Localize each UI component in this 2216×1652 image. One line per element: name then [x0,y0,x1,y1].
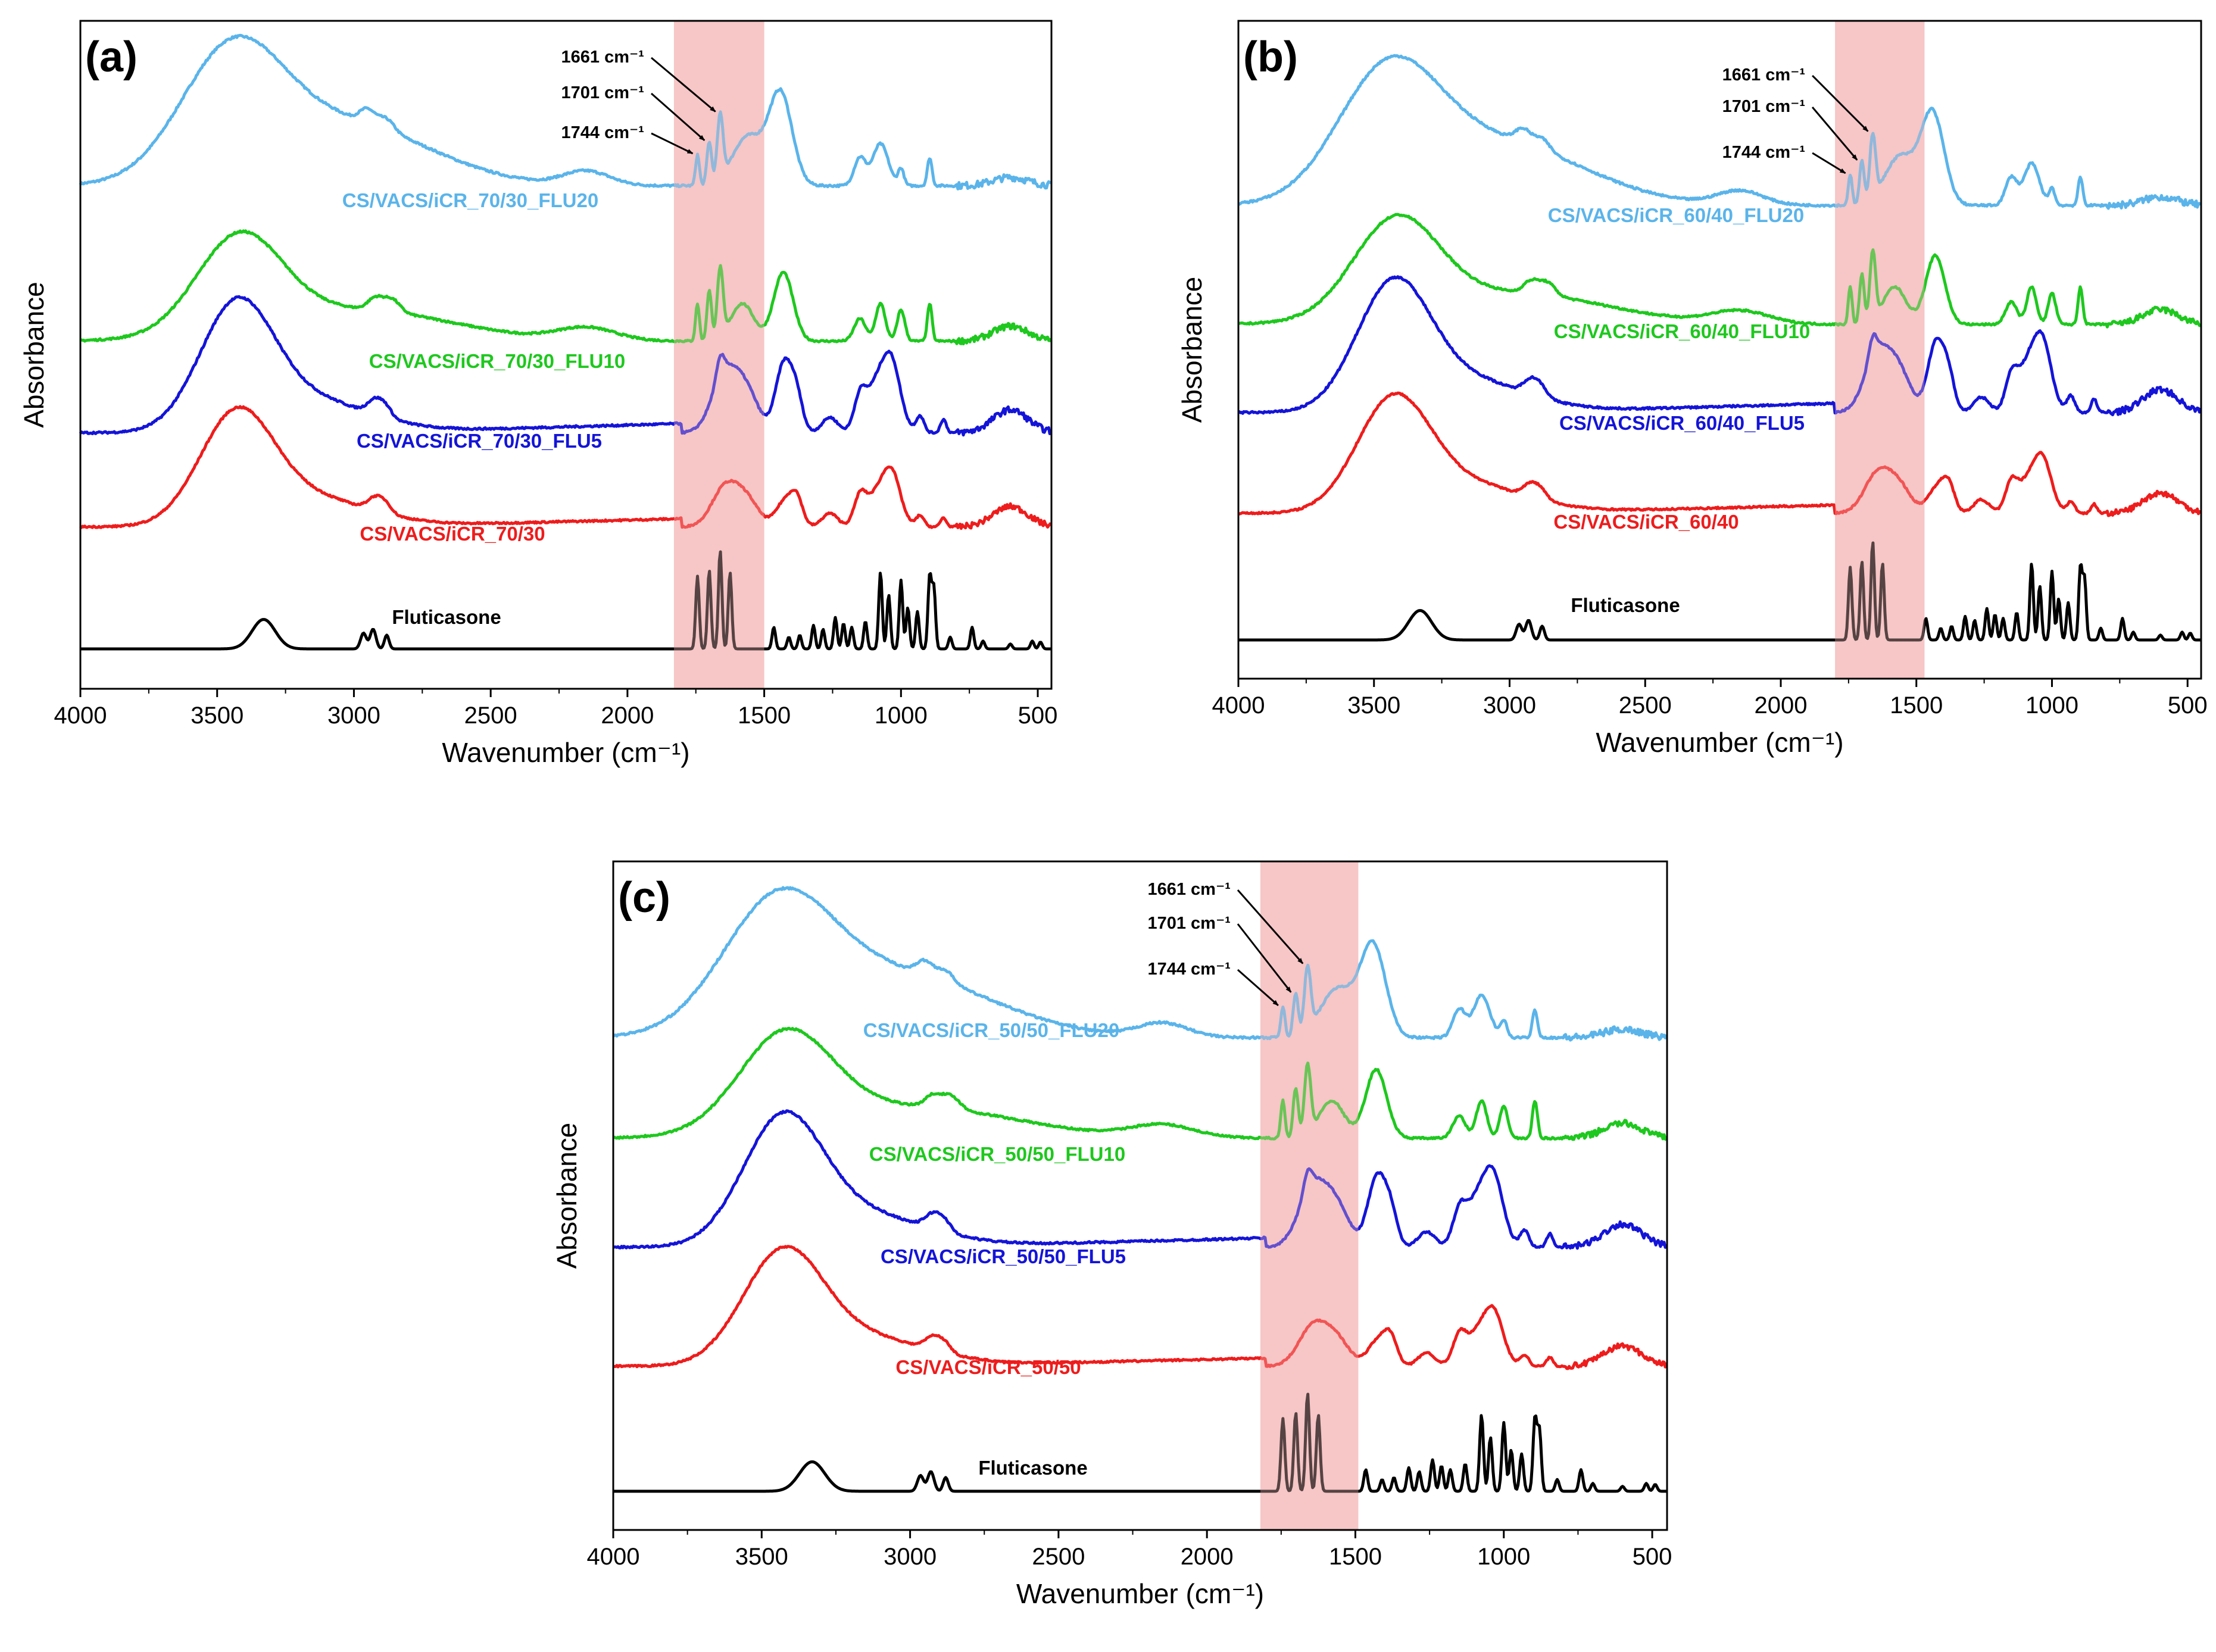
peak-annotation-arrow [1237,969,1279,1006]
series-line [1237,54,2202,210]
highlight-band-overlay [1260,861,1359,1530]
highlight-band-overlay [1835,21,1925,679]
panel-label: (a) [85,33,138,81]
x-tick-label: 2000 [1181,1544,1234,1570]
series-label: CS/VACS/iCR_50/50_FLU20 [863,1019,1119,1041]
peak-annotation-arrow [1812,152,1846,174]
series-label: CS/VACS/iCR_70/30 [360,523,545,545]
peak-annotation-arrow [1237,923,1292,993]
series-label: CS/VACS/iCR_60/40_FLU10 [1554,320,1810,342]
x-tick-label: 2000 [1754,692,1807,719]
x-tick-label: 1500 [1890,692,1943,719]
series-line [612,1026,1668,1141]
peak-annotation-arrow [1237,889,1304,964]
series-label: CS/VACS/iCR_60/40_FLU20 [1548,204,1804,226]
series-label: CS/VACS/iCR_70/30_FLU5 [357,430,602,452]
series-line [613,1109,1668,1250]
x-tick-label: 1000 [875,702,928,729]
series-label: CS/VACS/iCR_50/50_FLU10 [869,1143,1125,1165]
series-line [79,33,1052,191]
x-tick-label: 500 [2168,692,2208,719]
series-label: CS/VACS/iCR_70/30_FLU20 [342,189,598,211]
x-tick-label: 2500 [1619,692,1672,719]
x-tick-label: 2000 [601,702,654,729]
peak-annotation-label: 1661 cm⁻¹ [1722,65,1805,85]
x-axis-title: Wavenumber (cm⁻¹) [1596,727,1843,758]
series-line [1238,541,2201,642]
x-tick-label: 1000 [2025,692,2078,719]
chart-panel-c: 4000 3500 3000 2500 2000 1500 1000 500 Wavenumbe… [551,860,1672,1609]
series-label: CS/VACS/iCR_50/50 [895,1356,1081,1378]
peak-annotation-label: 1744 cm⁻¹ [561,123,644,142]
y-axis-title: Absorbance [551,1123,582,1269]
series-label: CS/VACS/iCR_50/50_FLU5 [881,1245,1126,1267]
peak-annotation-label: 1701 cm⁻¹ [1722,97,1805,116]
plot-frame [1237,20,2202,680]
series-line [79,405,1053,530]
x-tick-label: 1500 [1329,1544,1382,1570]
series-line [80,229,1053,346]
peak-annotation-arrow [651,132,694,155]
series-line [1237,391,2202,517]
series-line [1237,213,2201,329]
series-line [79,295,1053,437]
x-tick-label: 3000 [327,702,380,729]
series-label: CS/VACS/iCR_60/40 [1553,511,1739,533]
chart-panel-a: 4000 3500 3000 2500 2000 1500 1000 500 Wavenumbe… [18,20,1058,768]
series-line [612,886,1668,1042]
x-tick-label: 3500 [191,702,244,729]
series-label: Fluticasone [1571,594,1680,616]
x-tick-label: 1000 [1477,1544,1530,1570]
x-axis-title: Wavenumber (cm⁻¹) [1016,1578,1264,1609]
panel-label: (c) [618,874,670,922]
series-line [1238,275,2202,417]
series-label: CS/VACS/iCR_70/30_FLU10 [369,350,625,372]
series-label: Fluticasone [392,606,501,628]
plot-frame [79,20,1053,690]
peak-annotation-arrow [1812,74,1869,132]
chart-panel-b: 4000 3500 3000 2500 2000 1500 1000 500 Wavenumbe… [1176,20,2208,758]
y-axis-title: Absorbance [18,282,49,428]
plot-frame [612,860,1668,1531]
x-tick-label: 2500 [1032,1544,1085,1570]
peak-annotation-label: 1744 cm⁻¹ [1147,960,1230,979]
x-tick-label: 500 [1018,702,1058,729]
peak-annotation-label: 1744 cm⁻¹ [1722,143,1805,162]
panel-label: (b) [1243,33,1298,81]
x-tick-label: 4000 [1212,692,1265,719]
series-label: CS/VACS/iCR_60/40_FLU5 [1559,412,1805,434]
series-line [613,1392,1667,1493]
x-tick-label: 4000 [54,702,107,729]
peak-annotation-label: 1661 cm⁻¹ [1147,880,1230,899]
x-tick-label: 3500 [1347,692,1400,719]
peak-annotation-label: 1701 cm⁻¹ [1147,914,1230,933]
series-line [80,550,1051,651]
y-axis-title: Absorbance [1176,277,1207,423]
x-tick-label: 3000 [884,1544,937,1570]
x-tick-label: 1500 [738,702,791,729]
peak-annotation-arrow [651,57,716,113]
series-line [613,1245,1668,1370]
x-tick-label: 3500 [735,1544,788,1570]
peak-annotation-arrow [650,92,706,141]
x-tick-label: 4000 [587,1544,640,1570]
series-label: Fluticasone [978,1457,1087,1479]
x-tick-label: 500 [1633,1544,1672,1570]
peak-annotation-label: 1661 cm⁻¹ [561,48,644,67]
highlight-band-overlay [673,21,764,689]
x-axis-title: Wavenumber (cm⁻¹) [442,737,689,768]
peak-annotation-arrow [1811,107,1858,161]
peak-annotation-label: 1701 cm⁻¹ [561,83,644,102]
x-tick-label: 3000 [1483,692,1536,719]
x-tick-label: 2500 [464,702,517,729]
